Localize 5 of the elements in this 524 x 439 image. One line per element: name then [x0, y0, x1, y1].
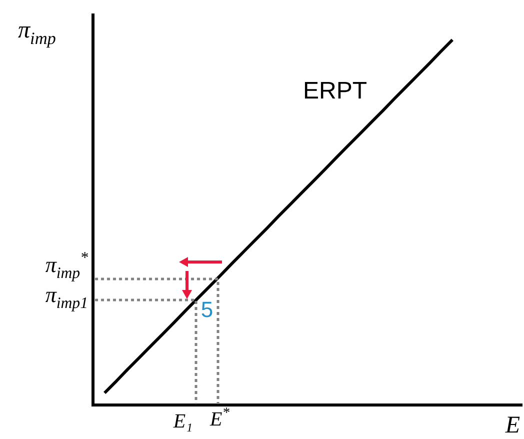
annotation: 5 [200, 297, 214, 322]
annotation: E* [209, 404, 230, 430]
x-axis-title: E [504, 412, 520, 438]
text: E₁ [172, 410, 193, 432]
annotation: ERPT [302, 78, 368, 105]
